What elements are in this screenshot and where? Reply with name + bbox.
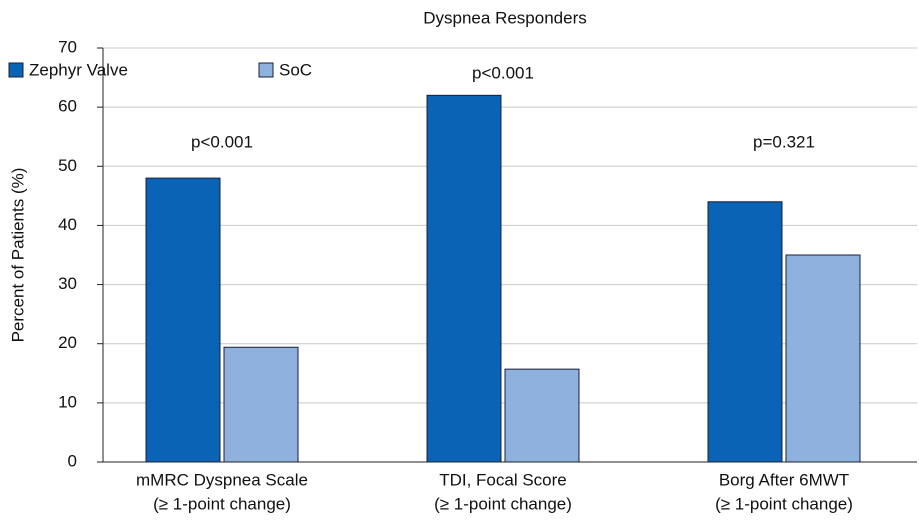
y-tick-label: 30 — [58, 274, 77, 293]
bar — [504, 368, 580, 463]
x-tick-label: (≥ 1-point change) — [715, 494, 853, 513]
p-value-annotation: p<0.001 — [191, 132, 253, 151]
bar — [707, 201, 783, 463]
y-tick-label: 40 — [58, 215, 77, 234]
legend-swatch — [258, 62, 274, 78]
x-tick-label: mMRC Dyspnea Scale — [136, 470, 308, 489]
y-tick-label: 50 — [58, 156, 77, 175]
y-tick-label: 0 — [68, 451, 77, 470]
y-tick-label: 60 — [58, 97, 77, 116]
y-tick-label: 70 — [58, 37, 77, 56]
legend-label: SoC — [279, 60, 312, 79]
legend-swatch — [8, 62, 24, 78]
legend-label: Zephyr Valve — [29, 60, 128, 79]
p-value-annotation: p=0.321 — [753, 132, 815, 151]
p-value-annotation: p<0.001 — [472, 63, 534, 82]
bar — [785, 254, 861, 463]
x-tick-label: Borg After 6MWT — [719, 470, 849, 489]
x-tick-label: (≥ 1-point change) — [153, 494, 291, 513]
bar — [145, 177, 221, 463]
bar — [426, 94, 502, 463]
x-tick-label: (≥ 1-point change) — [434, 494, 572, 513]
chart-title: Dyspnea Responders — [423, 8, 586, 27]
bar — [223, 346, 299, 463]
y-tick-label: 20 — [58, 333, 77, 352]
y-axis-label: Percent of Patients (%) — [8, 168, 27, 343]
y-tick-label: 10 — [58, 392, 77, 411]
x-tick-label: TDI, Focal Score — [439, 470, 567, 489]
